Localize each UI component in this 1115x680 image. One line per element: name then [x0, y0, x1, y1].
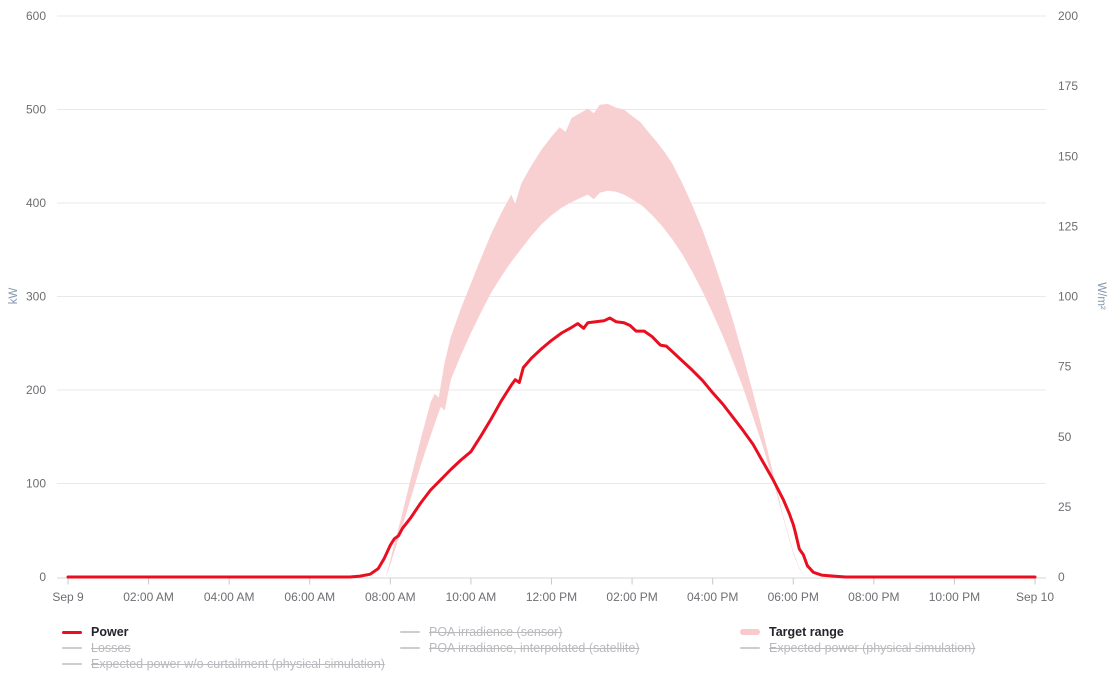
legend-item-poa-irradience-sensor[interactable]: POA irradience (sensor) — [400, 624, 640, 640]
x-axis-tick-label: Sep 10 — [1016, 590, 1054, 604]
legend-column: Power Losses Expected power w/o curtailmen… — [62, 624, 385, 672]
right-axis-tick-label: 75 — [1058, 360, 1072, 374]
poa-irradiance-interpolated-satellite-swatch — [400, 647, 420, 649]
legend-column: Target range Expected power (physical sim… — [740, 624, 975, 656]
x-axis-tick-label: 08:00 AM — [365, 590, 416, 604]
legend-item-poa-irradiance-interpolated-satellite[interactable]: POA irradiance, interpolated (satellite) — [400, 640, 640, 656]
power-line — [66, 316, 1037, 579]
power-chart: 0 100 200 300 400 500 600 0 25 50 75 100 125 150 175 20… — [8, 9, 1107, 604]
x-axis-tick-label: 06:00 PM — [768, 590, 819, 604]
left-axis-tick-label: 0 — [39, 570, 46, 584]
x-axis-tick-label: 10:00 AM — [446, 590, 497, 604]
legend-item-power[interactable]: Power — [62, 624, 385, 640]
right-axis-tick-label: 125 — [1058, 219, 1078, 233]
x-axis-tick-label: 08:00 PM — [848, 590, 899, 604]
x-axis-ticks-and-labels: Sep 9 02:00 AM 04:00 AM 06:00 AM 08:00 AM 10:… — [52, 578, 1054, 604]
right-axis-tick-label: 0 — [1058, 570, 1065, 584]
target-range-label: Target range — [769, 625, 844, 639]
x-axis-tick-label: 02:00 PM — [606, 590, 657, 604]
left-axis-tick-label: 400 — [26, 196, 46, 210]
right-axis-tick-label: 200 — [1058, 9, 1078, 23]
legend-item-target-range[interactable]: Target range — [740, 624, 975, 640]
right-axis-tick-label: 175 — [1058, 79, 1078, 93]
target-range-swatch — [740, 629, 760, 635]
right-axis-tick-label: 50 — [1058, 430, 1072, 444]
chart-legend: Power Losses Expected power w/o curtailmen… — [0, 624, 1115, 678]
poa-irradience-sensor-swatch — [400, 631, 420, 633]
target-range-band — [386, 103, 806, 578]
right-axis-tick-label: 25 — [1058, 500, 1072, 514]
power-label: Power — [91, 625, 129, 639]
legend-item-expected-power-physical-simulation[interactable]: Expected power (physical simulation) — [740, 640, 975, 656]
x-axis-tick-label: Sep 9 — [52, 590, 84, 604]
legend-column: POA irradience (sensor) POA irradiance, i… — [400, 624, 640, 656]
chart-canvas: 0 100 200 300 400 500 600 0 25 50 75 100 125 150 175 20… — [26, 9, 1078, 604]
expected-power-physical-simulation-label: Expected power (physical simulation) — [769, 641, 976, 655]
expected-power-w-o-curtailment-physical-simulation-swatch — [62, 663, 82, 665]
gridlines — [57, 15, 1046, 579]
left-axis-tick-label: 100 — [26, 477, 46, 491]
expected-power-w-o-curtailment-physical-simulation-label: Expected power w/o curtailment (physical… — [91, 657, 385, 671]
right-axis-tick-labels: 0 25 50 75 100 125 150 175 200 — [1058, 9, 1078, 584]
left-axis-tick-label: 200 — [26, 383, 46, 397]
x-axis-tick-label: 04:00 PM — [687, 590, 738, 604]
x-axis-tick-label: 06:00 AM — [284, 590, 335, 604]
expected-power-physical-simulation-swatch — [740, 647, 760, 649]
poa-irradiance-interpolated-satellite-label: POA irradiance, interpolated (satellite) — [429, 641, 640, 655]
x-axis-tick-label: 04:00 AM — [204, 590, 255, 604]
legend-item-expected-power-w-o-curtailment-physical-simulation[interactable]: Expected power w/o curtailment (physical… — [62, 656, 385, 672]
losses-swatch — [62, 647, 82, 649]
x-axis-tick-label: 12:00 PM — [526, 590, 577, 604]
right-axis-tick-label: 100 — [1058, 290, 1078, 304]
right-axis-unit-label: W/m² — [1095, 282, 1107, 310]
left-axis-tick-labels: 0 100 200 300 400 500 600 — [26, 9, 46, 584]
left-axis-tick-label: 500 — [26, 103, 46, 117]
x-axis-tick-label: 10:00 PM — [929, 590, 980, 604]
left-axis-tick-label: 300 — [26, 290, 46, 304]
left-axis-unit-label: kW — [8, 287, 20, 305]
right-axis-tick-label: 150 — [1058, 149, 1078, 163]
power-swatch — [62, 630, 82, 634]
losses-label: Losses — [91, 641, 131, 655]
poa-irradience-sensor-label: POA irradience (sensor) — [429, 625, 563, 639]
left-axis-tick-label: 600 — [26, 9, 46, 23]
x-axis-tick-label: 02:00 AM — [123, 590, 174, 604]
legend-item-losses[interactable]: Losses — [62, 640, 385, 656]
